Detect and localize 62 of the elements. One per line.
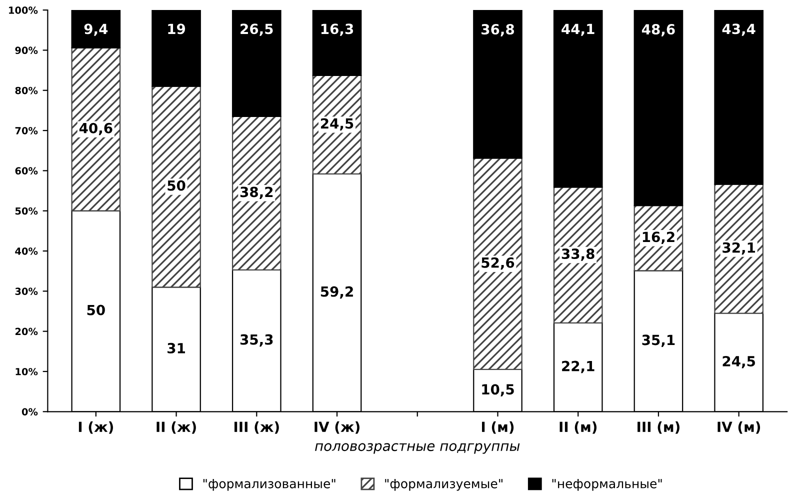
legend-label: "формализуемые" — [385, 479, 502, 491]
bar — [152, 86, 201, 288]
legend-label: "формализованные" — [203, 479, 336, 491]
x-tick-label: I (ж) — [78, 421, 113, 434]
bar — [714, 184, 764, 314]
data-label: 59,2 — [320, 286, 353, 299]
bar — [634, 10, 684, 206]
data-label: 35,3 — [240, 334, 273, 347]
bar — [71, 10, 121, 48]
bar — [473, 10, 522, 159]
y-tick-label: 70% — [15, 127, 38, 134]
bar — [714, 10, 764, 185]
bar — [553, 186, 603, 324]
data-label: 22,1 — [562, 360, 594, 374]
data-label: 24,5 — [722, 356, 755, 368]
y-tick-label: 100% — [9, 6, 38, 14]
bar — [152, 10, 201, 87]
bar — [232, 116, 282, 270]
x-tick-label: IV (м) — [718, 421, 760, 434]
data-label: 38,2 — [240, 186, 273, 199]
data-label: 36,8 — [482, 24, 514, 36]
data-label: 19 — [168, 24, 186, 34]
x-tick-label: IV (ж) — [314, 421, 360, 434]
y-tick-label: 50% — [15, 207, 38, 215]
x-tick-label: III (м) — [638, 421, 680, 434]
x-axis-title: половозрастные подгруппы — [315, 443, 520, 454]
data-label: 43,4 — [722, 24, 756, 36]
bar — [473, 158, 522, 370]
data-label: 31 — [168, 342, 185, 354]
x-tick-label: III (ж) — [234, 421, 279, 434]
data-label: 50 — [87, 304, 105, 316]
y-tick-label: 30% — [15, 288, 38, 295]
y-tick-label: 40% — [15, 247, 38, 255]
data-label: 52,6 — [482, 257, 514, 270]
data-label: 9,4 — [84, 24, 108, 36]
x-tick-label: II (м) — [560, 421, 597, 434]
data-label: 32,1 — [722, 242, 756, 255]
data-label: 24,5 — [320, 118, 354, 130]
data-label: 26,5 — [240, 24, 273, 36]
data-label: 33,8 — [562, 248, 594, 261]
data-label: 48,6 — [642, 24, 675, 36]
bar — [312, 10, 362, 76]
bar — [553, 10, 603, 188]
x-tick-label: II (ж) — [156, 421, 196, 434]
bar — [232, 10, 282, 118]
y-tick-label: 60% — [15, 167, 38, 175]
data-label: 10,5 — [482, 384, 514, 396]
bar — [312, 74, 362, 174]
y-tick-label: 10% — [16, 368, 38, 376]
y-tick-label: 80% — [15, 86, 38, 94]
data-label: 40,6 — [79, 122, 112, 136]
x-tick-label: I (м) — [482, 421, 514, 434]
data-label: 16,2 — [642, 232, 674, 244]
data-label: 50 — [168, 180, 186, 191]
y-tick-label: 0% — [22, 408, 38, 416]
y-tick-label: 20% — [15, 328, 38, 336]
legend-label: "неформальные" — [552, 479, 662, 491]
data-label: 16,3 — [321, 24, 354, 36]
data-label: 44,1 — [562, 24, 594, 36]
y-tick-label: 90% — [15, 46, 38, 54]
bar — [71, 47, 121, 212]
data-label: 35,1 — [642, 334, 675, 347]
